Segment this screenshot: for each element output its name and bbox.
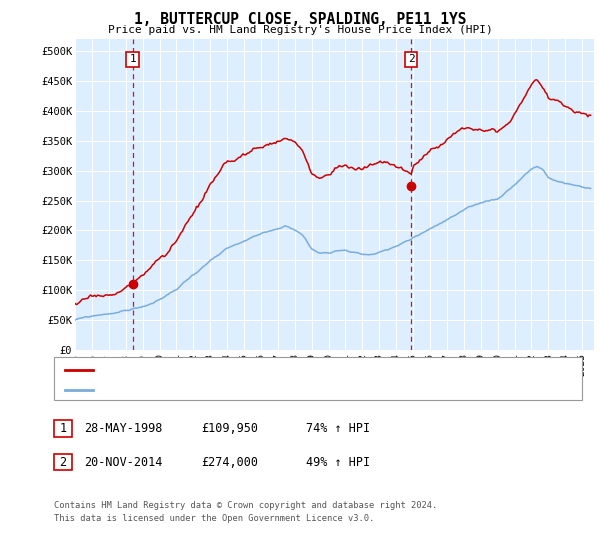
- Text: 1, BUTTERCUP CLOSE, SPALDING, PE11 1YS: 1, BUTTERCUP CLOSE, SPALDING, PE11 1YS: [134, 12, 466, 27]
- Text: 74% ↑ HPI: 74% ↑ HPI: [306, 422, 370, 435]
- Text: £274,000: £274,000: [201, 455, 258, 469]
- Text: 49% ↑ HPI: 49% ↑ HPI: [306, 455, 370, 469]
- Text: 20-NOV-2014: 20-NOV-2014: [84, 455, 163, 469]
- Text: Contains HM Land Registry data © Crown copyright and database right 2024.
This d: Contains HM Land Registry data © Crown c…: [54, 501, 437, 522]
- Text: 1: 1: [129, 54, 136, 64]
- Text: 2: 2: [59, 455, 67, 469]
- Text: Price paid vs. HM Land Registry's House Price Index (HPI): Price paid vs. HM Land Registry's House …: [107, 25, 493, 35]
- Text: 28-MAY-1998: 28-MAY-1998: [84, 422, 163, 435]
- Text: 2: 2: [408, 54, 415, 64]
- Text: £109,950: £109,950: [201, 422, 258, 435]
- Text: HPI: Average price, detached house, South Holland: HPI: Average price, detached house, Sout…: [99, 385, 405, 395]
- Text: 1, BUTTERCUP CLOSE, SPALDING, PE11 1YS (detached house): 1, BUTTERCUP CLOSE, SPALDING, PE11 1YS (…: [99, 365, 443, 375]
- Text: 1: 1: [59, 422, 67, 435]
